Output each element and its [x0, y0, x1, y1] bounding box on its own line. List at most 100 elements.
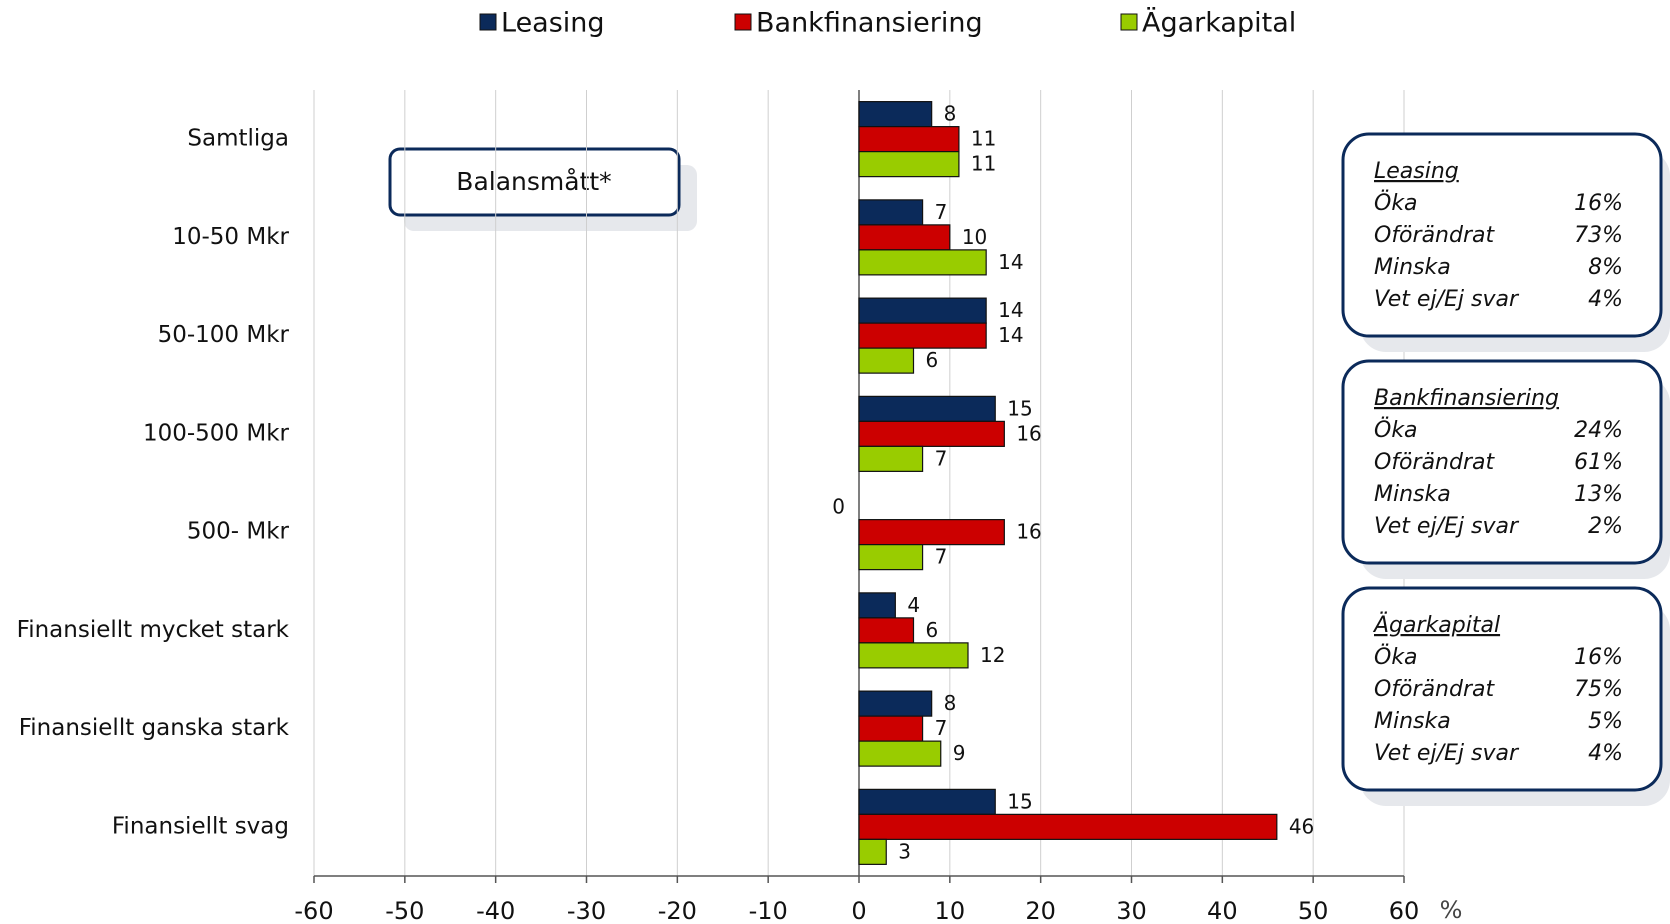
box-row-value: 4% [1588, 741, 1623, 766]
bar [858, 224, 951, 251]
bar [858, 101, 933, 128]
value-label: 9 [953, 741, 966, 765]
bar [858, 592, 896, 619]
value-label: 8 [944, 102, 957, 126]
value-label: 16 [1016, 421, 1041, 445]
x-tick-label: -10 [749, 897, 788, 924]
legend-swatch [479, 13, 497, 31]
value-label: 15 [1007, 789, 1032, 813]
value-label: 16 [1016, 520, 1041, 544]
box [1341, 359, 1663, 565]
box-row-value: 5% [1588, 709, 1623, 734]
box-title: Ägarkapital [1372, 612, 1500, 638]
box [1341, 132, 1663, 338]
value-label: 0 [832, 495, 845, 519]
bar [858, 420, 1005, 447]
value-label: 11 [971, 152, 996, 176]
box-row-label: Minska [1374, 255, 1451, 280]
x-tick-label: -50 [385, 897, 424, 924]
box-row-label: Vet ej/Ej svar [1374, 287, 1520, 312]
annotation: Balansmått* [456, 167, 611, 196]
legend-swatch [734, 13, 752, 31]
value-label: 15 [1007, 396, 1032, 420]
box [1341, 586, 1663, 792]
bar [858, 813, 1278, 840]
box-row-value: 13% [1574, 482, 1623, 507]
y-tick-label: Finansiellt ganska stark [19, 715, 290, 741]
box-row-label: Vet ej/Ej svar [1374, 741, 1520, 766]
x-tick-label: -60 [294, 897, 333, 924]
bar [858, 126, 960, 153]
bar [858, 642, 969, 669]
bar [858, 788, 996, 815]
value-label: 46 [1289, 814, 1314, 838]
value-label: 7 [935, 716, 948, 740]
box-row-value: 24% [1574, 418, 1623, 443]
bar [858, 347, 915, 374]
x-tick-label: 10 [935, 897, 966, 924]
annotation-box [388, 147, 681, 217]
box-row-value: 61% [1574, 450, 1623, 475]
legend-swatch [1120, 13, 1138, 31]
y-tick-label: 500- Mkr [187, 519, 290, 545]
box-row-value: 2% [1588, 514, 1623, 539]
y-tick-label: 10-50 Mkr [172, 224, 289, 250]
box-row-label: Öka [1374, 417, 1418, 443]
box-row-label: Vet ej/Ej svar [1374, 514, 1520, 539]
value-label: 4 [907, 593, 920, 617]
y-tick-label: Samtliga [187, 126, 289, 152]
y-tick-label: Finansiellt svag [112, 813, 289, 839]
x-tick-label: 40 [1207, 897, 1238, 924]
box-row-value: 8% [1588, 255, 1623, 280]
value-label: 11 [971, 127, 996, 151]
box-row-value: 16% [1574, 645, 1623, 670]
value-label: 8 [944, 691, 957, 715]
value-label: 14 [998, 323, 1023, 347]
box-row-label: Oförändrat [1374, 223, 1495, 248]
value-label: 14 [998, 298, 1023, 322]
bar [858, 544, 924, 571]
x-tick-label: -30 [567, 897, 606, 924]
x-tick-label: 60 [1389, 897, 1420, 924]
bar [858, 151, 960, 178]
bar [858, 715, 924, 742]
value-label: 3 [898, 839, 911, 863]
bar [858, 445, 924, 472]
bar [858, 617, 915, 644]
x-tick-label: 30 [1116, 897, 1147, 924]
y-tick-label: 50-100 Mkr [158, 322, 290, 348]
bar [858, 297, 987, 324]
x-tick-label: 50 [1298, 897, 1329, 924]
bar [858, 322, 987, 349]
box-row-label: Öka [1374, 644, 1418, 670]
box-row-value: 16% [1574, 191, 1623, 216]
bar [858, 690, 933, 717]
box-title: Leasing [1374, 159, 1459, 184]
bar [858, 199, 924, 226]
box-row-label: Öka [1374, 190, 1418, 216]
x-unit: % [1440, 896, 1463, 924]
legend-label: Ägarkapital [1142, 7, 1296, 39]
legend-label: Bankfinansiering [756, 8, 983, 39]
bar [858, 838, 887, 865]
y-tick-label: Finansiellt mycket stark [17, 617, 290, 643]
bar [858, 740, 942, 767]
box-title: Bankfinansiering [1374, 386, 1559, 411]
value-label: 7 [935, 545, 948, 569]
y-tick-label: 100-500 Mkr [143, 420, 290, 446]
value-label: 14 [998, 250, 1023, 274]
value-label: 6 [926, 618, 939, 642]
value-label: 6 [926, 348, 939, 372]
bar [858, 519, 1005, 546]
box-row-label: Minska [1374, 482, 1451, 507]
box-row-value: 4% [1588, 287, 1623, 312]
value-label: 12 [980, 643, 1005, 667]
box-row-value: 75% [1574, 677, 1623, 702]
bar [858, 249, 987, 276]
legend-label: Leasing [501, 8, 605, 39]
value-label: 7 [935, 446, 948, 470]
box-row-label: Oförändrat [1374, 450, 1495, 475]
value-label: 7 [935, 200, 948, 224]
x-tick-label: -20 [658, 897, 697, 924]
